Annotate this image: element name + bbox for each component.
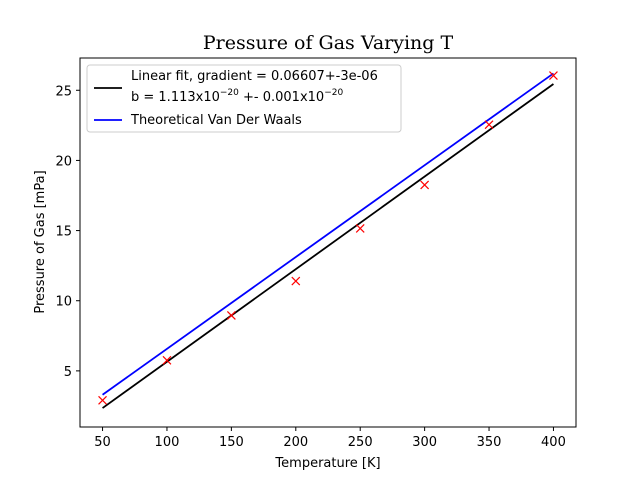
x-tick-label: 100	[155, 435, 180, 450]
theory-line	[102, 72, 554, 396]
plot-content	[98, 71, 558, 409]
data-point-marker	[291, 276, 301, 286]
y-axis-ticks: 5 10 15 20 25	[55, 84, 80, 380]
x-axis-label: Temperature [K]	[274, 456, 380, 471]
y-tick-label: 10	[55, 295, 72, 310]
y-tick-label: 20	[55, 154, 72, 169]
data-point-marker	[98, 395, 107, 405]
legend: Linear fit, gradient = 0.06607+-3e-06 b …	[86, 64, 402, 133]
x-axis-ticks: 50 100 150 200 250 300 350 400	[94, 427, 566, 450]
data-point-marker	[355, 224, 365, 233]
y-axis-label: Pressure of Gas [mPa]	[33, 170, 48, 313]
y-tick-label: 5	[64, 365, 72, 380]
legend-box	[86, 64, 402, 133]
legend-fit-b-error-exponent: −20	[324, 88, 343, 98]
data-point-marker	[226, 311, 236, 320]
data-point-marker	[549, 71, 558, 80]
x-tick-label: 50	[94, 435, 111, 450]
y-tick-label: 25	[55, 84, 72, 99]
plot-frame	[79, 57, 577, 428]
data-point-marker	[162, 355, 172, 365]
x-tick-label: 300	[412, 435, 437, 450]
data-point-marker	[484, 120, 494, 130]
x-tick-label: 400	[541, 435, 566, 450]
x-tick-label: 150	[219, 435, 244, 450]
legend-fit-b-error: +- 0.001x10	[239, 90, 324, 105]
legend-fit-line1: Linear fit, gradient = 0.06607+-3e-06	[131, 69, 378, 84]
legend-fit-line2: b = 1.113x10−20 +- 0.001x10−20	[131, 88, 343, 105]
chart-title: Pressure of Gas Varying T	[203, 32, 454, 54]
x-tick-label: 350	[477, 435, 502, 450]
fit-line	[102, 83, 554, 409]
legend-fit-b-exponent: −20	[220, 88, 239, 98]
legend-fit-b-value: b = 1.113x10	[131, 90, 220, 105]
x-tick-label: 200	[283, 435, 308, 450]
legend-theory: Theoretical Van Der Waals	[130, 113, 302, 128]
data-point-marker	[420, 180, 430, 190]
x-tick-label: 250	[348, 435, 373, 450]
y-tick-label: 15	[55, 225, 72, 240]
